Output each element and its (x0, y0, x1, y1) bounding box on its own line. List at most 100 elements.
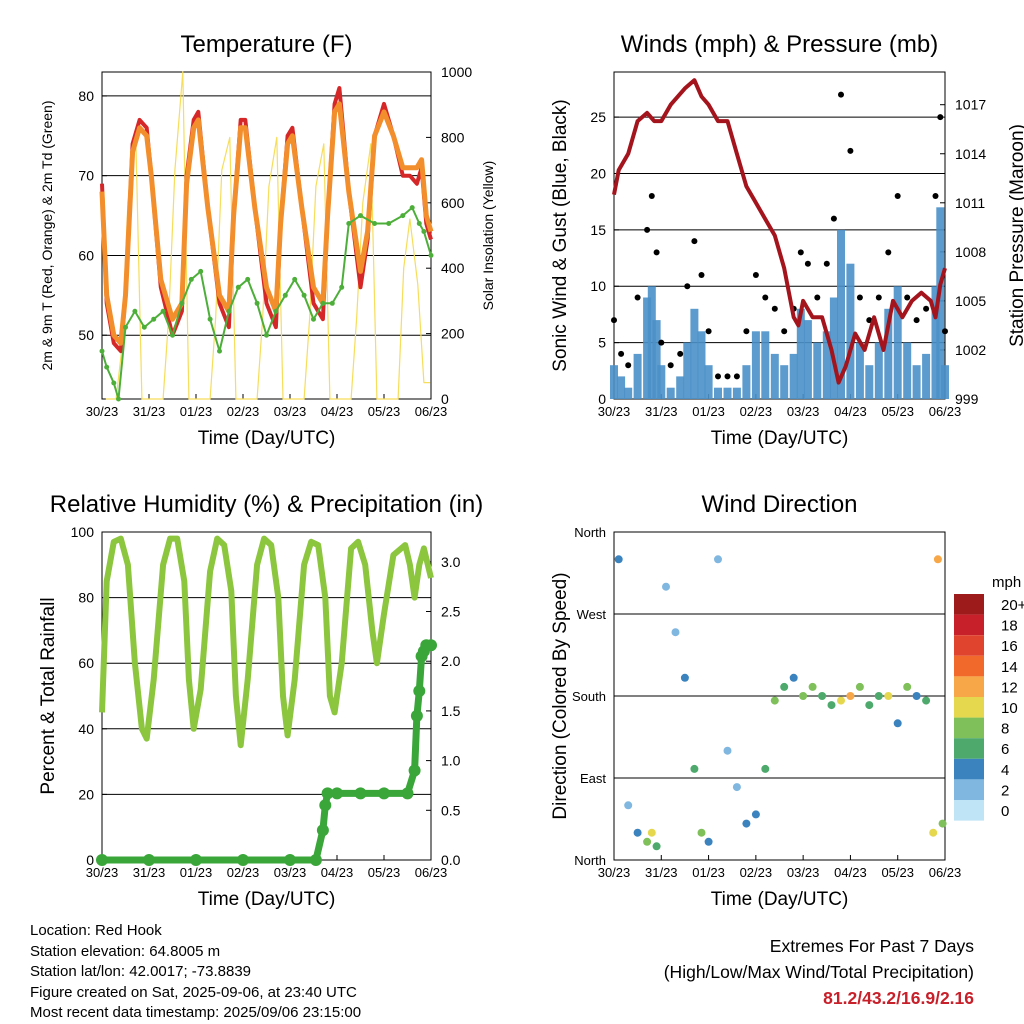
colorbar-swatch (954, 800, 984, 821)
direction-point (808, 682, 817, 691)
gust-point (942, 328, 948, 335)
humidity-precip-panel: Relative Humidity (%) & Precipitation (i… (38, 491, 483, 910)
x-tick-label: 04/23 (321, 404, 354, 419)
gust-point (644, 226, 651, 233)
td-point (282, 292, 288, 298)
td-point (320, 300, 326, 306)
td-point (132, 308, 138, 314)
colorbar-label: 12 (1001, 679, 1018, 696)
chart-title: Winds (mph) & Pressure (mb) (621, 31, 938, 58)
chart-title: Relative Humidity (%) & Precipitation (i… (50, 491, 483, 518)
wind-bar (903, 342, 912, 399)
precip-point (408, 764, 421, 777)
direction-point (770, 696, 779, 705)
td-point (104, 364, 110, 370)
precip-point (316, 824, 329, 837)
direction-point (704, 837, 713, 846)
gust-point (634, 294, 641, 301)
wind-bar (652, 320, 661, 399)
gust-point (733, 373, 740, 380)
x-tick-label: 02/23 (740, 404, 773, 419)
y2-tick-label: 400 (441, 260, 465, 276)
y2-tick-label: 800 (441, 129, 465, 145)
td-point (160, 308, 166, 314)
y2-axis-label: Station Pressure (Maroon) (1007, 124, 1024, 347)
direction-point (874, 692, 883, 700)
y-tick-label: 80 (78, 88, 94, 104)
wind-bar (714, 387, 722, 399)
precip-point (143, 854, 155, 866)
direction-point (723, 746, 732, 755)
gust-point (913, 317, 920, 324)
wind-bar (874, 342, 883, 399)
td-point (198, 268, 204, 274)
wind-bar (813, 342, 822, 399)
x-tick-label: 03/23 (274, 865, 307, 880)
gust-point (691, 238, 698, 245)
precip-point (190, 854, 202, 866)
direction-point (624, 801, 633, 810)
wind-speed-colorbar: mph 20+ 18 16 14 12 10 8 6 4 2 0 (954, 574, 1024, 821)
y2-tick-label: 600 (441, 195, 465, 211)
wind-bar (941, 365, 949, 399)
precip-point (321, 787, 334, 800)
td-point (428, 252, 434, 258)
x-axis-label: Time (Day/UTC) (711, 889, 849, 910)
x-tick-label: 03/23 (787, 404, 820, 419)
x-tick-label: 05/23 (881, 404, 914, 419)
temperature-panel: Temperature (F) 30/23 31/23 01/23 02/23 03/23… (39, 31, 496, 449)
gust-point (856, 294, 863, 301)
direction-point (652, 842, 661, 851)
gust-point (762, 294, 769, 301)
x-tick-label: 30/23 (86, 404, 119, 419)
td-point (245, 276, 251, 282)
colorbar-swatch (954, 635, 984, 656)
x-axis-label: Time (Day/UTC) (711, 428, 849, 449)
direction-point (799, 692, 808, 700)
latlon-text: Station lat/lon: 42.0017; -73.8839 (30, 963, 252, 980)
colorbar-label: 10 (1001, 700, 1018, 717)
y-tick-label: North (574, 853, 606, 868)
gust-point (771, 305, 778, 312)
y-tick-label: 60 (78, 247, 94, 263)
direction-point (865, 701, 874, 710)
gust-point (937, 114, 944, 121)
precip-point (410, 709, 423, 722)
y-tick-label: 50 (78, 327, 94, 343)
colorbar-swatch (954, 758, 984, 780)
direction-point (780, 682, 789, 691)
gust-point (894, 193, 901, 199)
wind-bar (770, 353, 779, 399)
created-text: Figure created on Sat, 2025-09-06, at 23… (30, 983, 357, 1001)
wind-bar (697, 331, 706, 399)
direction-point (647, 828, 656, 837)
direction-point (662, 582, 670, 591)
y-tick-label: West (577, 607, 607, 622)
precip-point (96, 854, 108, 866)
precip-point (401, 787, 414, 800)
x-tick-label: 31/23 (133, 865, 166, 880)
y-axis-label: Sonic Wind & Gust (Blue, Black) (550, 99, 571, 371)
x-tick-label: 03/23 (787, 865, 820, 880)
td-point (339, 284, 345, 290)
precip-point (354, 787, 367, 800)
td-point (273, 308, 279, 314)
td-point (358, 213, 363, 219)
direction-point (614, 555, 623, 564)
y-tick-label: 0 (86, 852, 94, 868)
y2-tick-label: 1002 (955, 342, 986, 358)
direction-point (789, 673, 798, 682)
wind-bar (683, 342, 692, 399)
td-point (141, 324, 147, 330)
wind-bar (751, 331, 760, 399)
x-tick-label: 06/23 (929, 865, 962, 880)
td-point (99, 348, 105, 354)
extremes-values: 81.2/43.2/16.9/2.16 (823, 988, 974, 1008)
y-tick-label: 5 (598, 335, 606, 351)
colorbar-title: mph (992, 574, 1021, 591)
y2-tick-label: 2.0 (441, 653, 461, 669)
gust-point (743, 328, 750, 335)
colorbar-label: 6 (1001, 741, 1009, 758)
td-point (329, 300, 335, 306)
colorbar-label: 2 (1001, 782, 1009, 799)
